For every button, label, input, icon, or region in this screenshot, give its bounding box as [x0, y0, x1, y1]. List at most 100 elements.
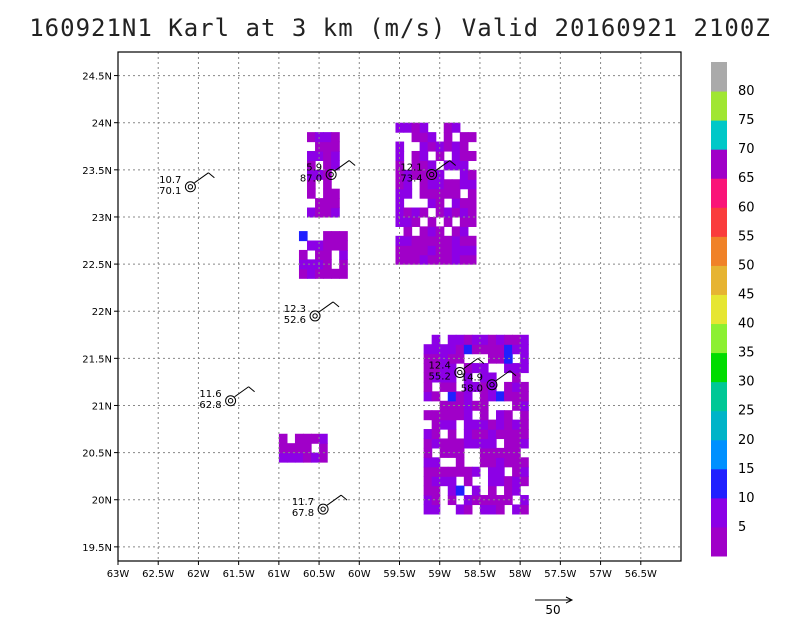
wind-speed-cell: [423, 485, 433, 496]
wind-speed-cell: [435, 245, 445, 256]
wind-speed-cell: [307, 179, 316, 190]
wind-speed-cell: [455, 344, 465, 355]
wind-speed-cell: [467, 169, 477, 180]
wind-speed-cell: [395, 160, 405, 171]
wind-speed-cell: [496, 391, 505, 402]
wind-speed-cell: [459, 169, 469, 180]
station-inner-ring: [428, 171, 435, 178]
station-inner-ring: [320, 506, 326, 512]
colorbar-swatch: [711, 178, 727, 208]
wind-speed-cell: [512, 419, 521, 430]
wind-speed-cell: [302, 443, 312, 454]
wind-speed-cell: [302, 433, 312, 444]
station-outer-ring: [325, 169, 337, 181]
wind-speed-cell: [447, 381, 457, 392]
station-layer: 10.770.1 5.987.0 12.173.4 12.352.6 11.662.8 1…: [159, 160, 517, 519]
wind-speed-cell: [331, 188, 340, 199]
wind-speed-cell: [339, 240, 348, 251]
wind-speed-cell: [479, 372, 489, 383]
wind-speed-cell: [459, 207, 469, 218]
station-inner-ring: [187, 184, 194, 190]
wind-speed-cell: [435, 150, 445, 161]
wind-barb-flag: [477, 358, 485, 364]
wind-speed-cell: [447, 466, 457, 477]
wind-barb-staff: [234, 386, 249, 398]
wind-speed-cell: [435, 179, 445, 190]
wind-speed-cell: [471, 466, 481, 477]
wind-speed-cell: [439, 466, 449, 477]
station-outer-ring: [486, 379, 498, 391]
x-tick-label: 56.5W: [625, 569, 657, 580]
wind-speed-cell: [459, 150, 469, 161]
wind-speed-cell: [331, 198, 340, 209]
wind-layer: [278, 122, 529, 515]
wind-barb-staff: [463, 358, 479, 369]
wind-speed-cell: [467, 235, 477, 246]
wind-speed-cell: [411, 122, 421, 133]
wind-speed-cell: [471, 485, 481, 496]
wind-speed-cell: [331, 132, 340, 143]
wind-speed-cell: [298, 231, 308, 242]
station-value-upper: 11.7: [292, 497, 314, 508]
wind-speed-cell: [459, 216, 469, 227]
wind-speed-cell: [455, 391, 465, 402]
station-outer-ring: [309, 310, 321, 322]
x-tick-label: 61.5W: [223, 569, 255, 580]
wind-speed-cell: [487, 476, 497, 487]
wind-speed-cell: [451, 226, 461, 237]
wind-speed-cell: [431, 372, 441, 383]
wind-speed-cell: [451, 188, 461, 199]
y-axis-ticks: 19.5N 20N 20.5N 21N 21.5N 22N 22.5N 23N 23.5N 24N…: [82, 72, 118, 554]
y-tick-label: 22.5N: [82, 260, 112, 271]
wind-speed-cell: [286, 452, 296, 463]
wind-speed-cell: [504, 391, 513, 402]
wind-speed-cell: [403, 207, 413, 218]
wind-speed-cell: [431, 363, 441, 374]
wind-speed-cell: [479, 410, 489, 421]
wind-speed-cell: [403, 188, 413, 199]
wind-speed-cell: [479, 438, 489, 449]
wind-speed-cell: [504, 429, 513, 440]
wind-speed-cell: [403, 254, 413, 265]
wind-speed-cell: [471, 429, 481, 440]
colorbar-swatch: [711, 236, 727, 266]
wind-speed-cell: [443, 188, 453, 199]
wind-speed-cell: [479, 391, 489, 402]
wind-speed-cell: [431, 429, 441, 440]
wind-speed-cell: [419, 179, 429, 190]
wind-speed-cell: [487, 391, 497, 402]
wind-speed-cell: [419, 132, 429, 143]
wind-speed-cell: [512, 400, 521, 411]
colorbar-label: 70: [738, 142, 755, 157]
wind-speed-cell: [278, 452, 288, 463]
wind-barb-staff: [495, 370, 511, 382]
wind-speed-cell: [520, 344, 529, 355]
wind-speed-cell: [487, 495, 497, 506]
wind-speed-cell: [431, 438, 441, 449]
y-tick-label: 23.5N: [82, 166, 112, 177]
wind-speed-cell: [479, 419, 489, 430]
wind-speed-cell: [447, 438, 457, 449]
wind-speed-cell: [423, 438, 433, 449]
wind-speed-cell: [463, 410, 473, 421]
wind-speed-cell: [520, 410, 529, 421]
wind-speed-cell: [463, 438, 473, 449]
wind-speed-cell: [431, 334, 441, 345]
wind-speed-cell: [423, 363, 433, 374]
colorbar: 5 10 15 20 25 30 35 40 45 50 55 60 65 70 75 80: [711, 62, 755, 557]
wind-speed-cell: [467, 254, 477, 265]
wind-speed-cell: [512, 485, 521, 496]
wind-speed-cell: [504, 410, 513, 421]
wind-speed-cell: [439, 476, 449, 487]
wind-speed-cell: [443, 122, 453, 133]
wind-speed-cell: [447, 400, 457, 411]
wind-speed-cell: [496, 504, 505, 515]
station-value-lower: 62.8: [199, 400, 221, 411]
wind-speed-cell: [504, 419, 513, 430]
station-inner-ring: [457, 369, 463, 376]
wind-speed-cell: [471, 363, 481, 374]
colorbar-label: 30: [738, 375, 755, 390]
x-tick-label: 61W: [268, 569, 291, 580]
wind-speed-cell: [504, 438, 513, 449]
wind-speed-cell: [439, 372, 449, 383]
